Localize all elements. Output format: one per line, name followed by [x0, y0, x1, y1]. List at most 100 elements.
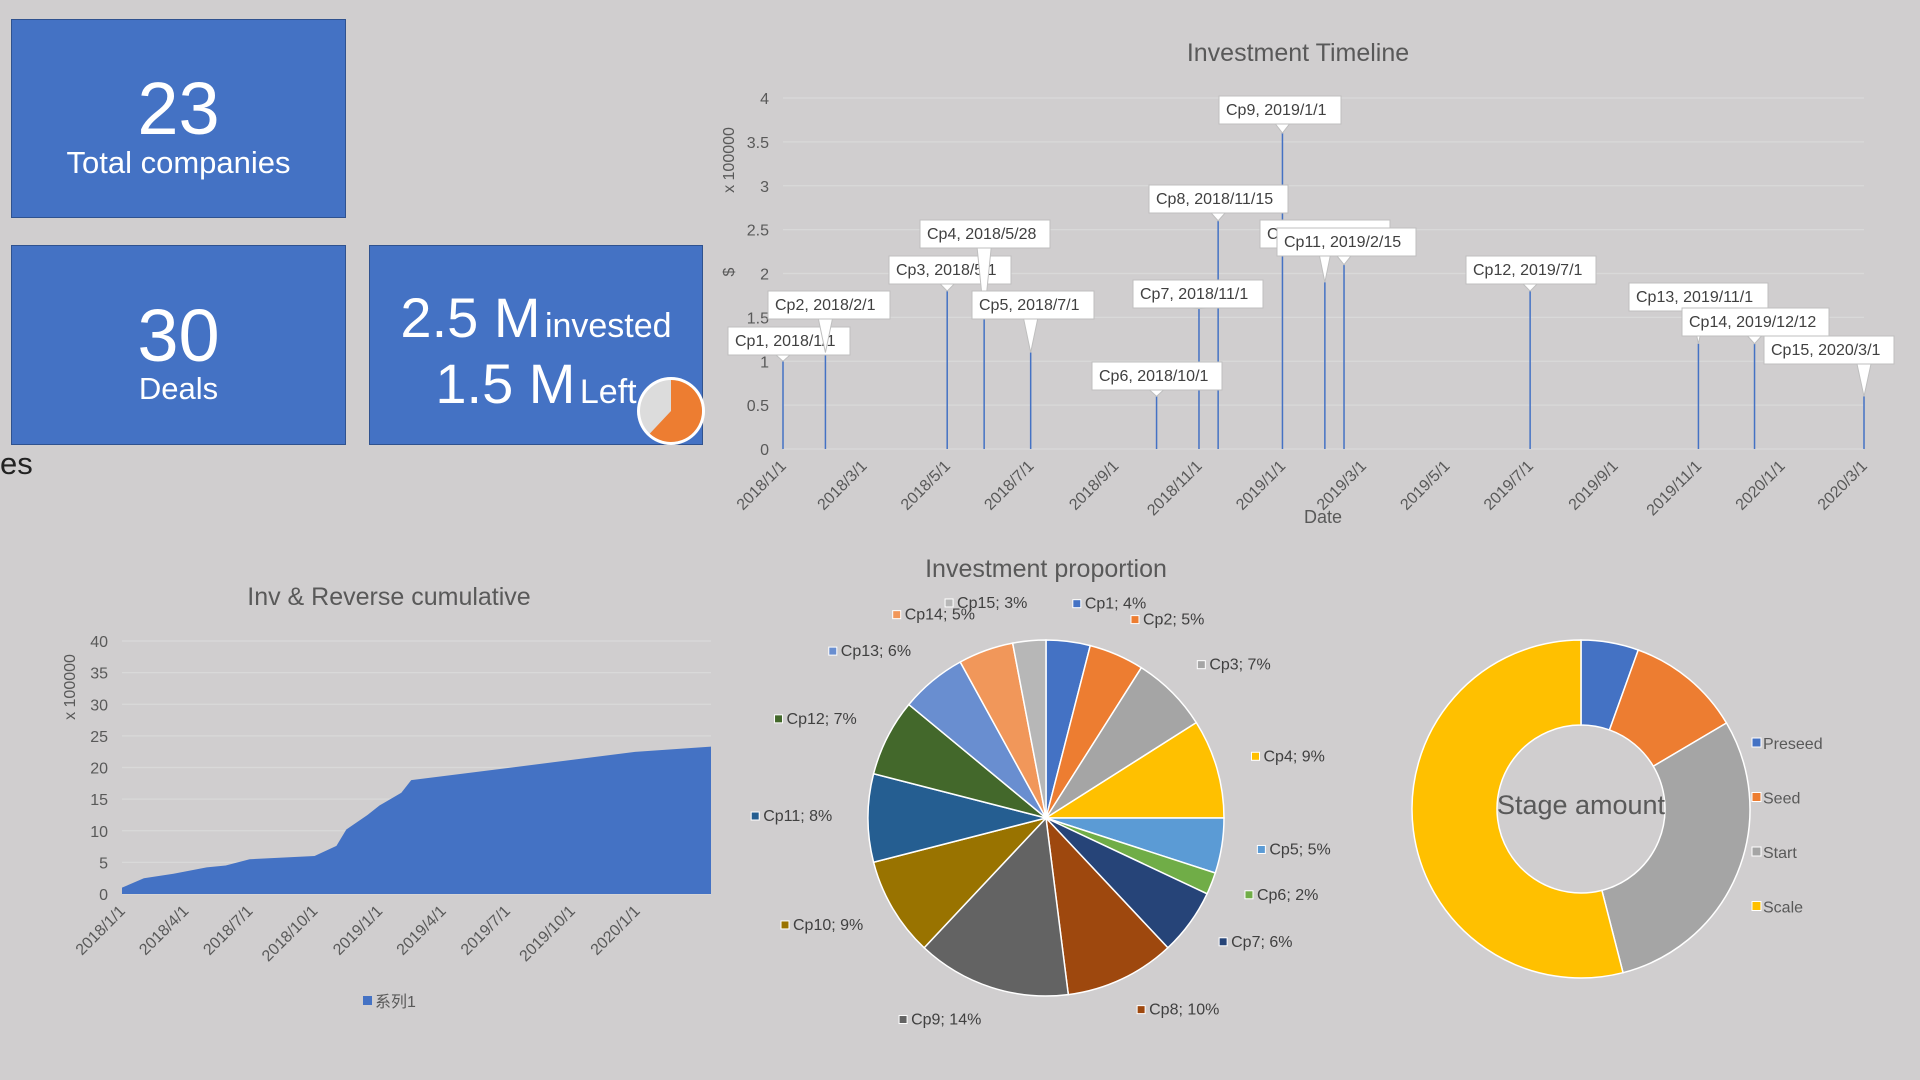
timeline-callout-pointer: [1148, 389, 1165, 398]
timeline-x-tick-label: 2018/5/1: [898, 458, 954, 514]
timeline-data-label: Cp6, 2018/10/1: [1099, 368, 1209, 385]
timeline-y-tick-label: 1: [760, 354, 769, 371]
stage-legend-swatch: [1751, 792, 1762, 802]
kpi-left-pie: [637, 377, 705, 445]
timeline-y-tick-label: 0.5: [747, 398, 769, 415]
timeline-y-tick-label: 0: [760, 442, 769, 459]
timeline-data-label: Cp7, 2018/11/1: [1140, 286, 1248, 303]
timeline-x-tick-label: 2018/3/1: [815, 458, 871, 514]
timeline-callout-box: [971, 290, 1095, 320]
timeline-callout-pointer: [774, 354, 792, 362]
left-line: 1.5 M Left: [370, 356, 702, 412]
timeline-data-label: Cp2, 2018/2/1: [775, 297, 876, 314]
timeline-callout-box: [919, 219, 1051, 249]
proportion-label-swatch: [774, 714, 784, 724]
timeline-data-label: Cp12, 2019/7/1: [1473, 262, 1583, 279]
timeline-callout-box: [1763, 335, 1895, 365]
proportion-data-label: Cp15; 3%: [957, 595, 1027, 612]
timeline-x-tick-label: 2019/3/1: [1314, 458, 1370, 514]
stage-legend-label: Preseed: [1763, 736, 1823, 753]
timeline-callout-box: [1628, 282, 1769, 312]
proportion-label-swatch: [892, 610, 902, 620]
timeline-data-label: Cp3, 2018/5/1: [896, 262, 997, 279]
cumulative-y-tick-label: 0: [99, 887, 108, 904]
timeline-callout-box: [1148, 184, 1289, 214]
deals-value: 30: [137, 294, 220, 377]
timeline-x-tick-label: 2019/7/1: [1481, 458, 1537, 514]
timeline-y-tick-label: 1.5: [747, 310, 769, 327]
total-companies-label: Total companies: [66, 145, 291, 180]
cumulative-x-tick-label: 2019/7/1: [458, 903, 514, 959]
timeline-callout-box: [1276, 227, 1417, 257]
timeline-x-tick-label: 2018/1/1: [734, 458, 790, 514]
cumulative-area: [122, 746, 711, 894]
proportion-slice: [1044, 815, 1169, 996]
timeline-x-tick-label: 2020/1/1: [1733, 458, 1789, 514]
timeline-y-tick-label: 2: [760, 267, 769, 284]
timeline-callout-pointer: [1274, 123, 1291, 134]
proportion-data-label: Cp10; 9%: [793, 917, 863, 934]
timeline-data-label: Cp9, 2019/1/1: [1226, 102, 1327, 119]
cumulative-y-tick-label: 35: [90, 666, 108, 683]
stage-legend-label: Seed: [1763, 791, 1800, 808]
proportion-data-label: Cp4; 9%: [1264, 748, 1325, 765]
proportion-label-swatch: [1256, 844, 1266, 854]
timeline-data-label: Cp1, 2018/1/1: [735, 333, 836, 350]
proportion-label-swatch: [1136, 1005, 1146, 1015]
timeline-y-tick-label: 4: [760, 91, 769, 108]
timeline-callout-pointer: [1521, 283, 1539, 292]
proportion-slice: [1011, 639, 1047, 819]
cumulative-y-unit: x 100000: [62, 654, 79, 720]
stage-legend-label: Scale: [1763, 900, 1803, 917]
proportion-label-swatch: [1218, 937, 1228, 947]
cumulative-title: Inv & Reverse cumulative: [247, 583, 530, 611]
cumulative-x-tick-label: 2019/1/1: [330, 903, 386, 959]
cumulative-x-tick-label: 2020/1/1: [588, 903, 644, 959]
proportion-label-swatch: [1251, 751, 1261, 761]
stage-legend-swatch: [1751, 901, 1762, 911]
timeline-x-tick-label: 2019/9/1: [1566, 458, 1622, 514]
investment-proportion-pie: Investment proportion Cp1; 4%Cp2; 5% Cp3; …: [750, 555, 1331, 1029]
proportion-data-label: Cp11; 8%: [763, 808, 832, 825]
cumulative-area-chart: Inv & Reverse cumulative 0 5 10 15 20 25 30 35 40…: [62, 583, 711, 1011]
proportion-label-swatch: [828, 646, 838, 656]
cumulative-legend-label: 系列1: [375, 993, 416, 1011]
stage-amount-doughnut: Stage amount Preseed Seed Start Scale: [1411, 639, 1823, 979]
proportion-data-label: Cp1; 4%: [1085, 596, 1146, 613]
timeline-callout-box: [1465, 255, 1597, 285]
cumulative-x-tick-label: 2019/4/1: [394, 903, 450, 959]
proportion-slice: [923, 816, 1070, 997]
invested-line: 2.5 M invested: [370, 290, 702, 346]
timeline-data-label: Cp13, 2019/11/1: [1636, 289, 1753, 306]
kpi-deals: 30 Deals: [11, 245, 346, 445]
proportion-data-label: Cp6; 2%: [1257, 887, 1318, 904]
proportion-data-label: Cp14; 5%: [905, 607, 975, 624]
stage-slice: [1600, 721, 1751, 974]
left-amount: 1.5 M: [435, 352, 576, 415]
timeline-x-tick-label: 2018/7/1: [981, 458, 1037, 514]
kpi-pie-left-slice: [649, 380, 702, 442]
proportion-label-swatch: [944, 598, 954, 608]
proportion-slice: [872, 816, 1049, 949]
cumulative-y-tick-label: 5: [99, 855, 108, 872]
proportion-data-label: Cp7; 6%: [1231, 934, 1292, 951]
investment-timeline-chart: Investment Timeline 0 0.5 1 1.5 2 2.5 3 3.5 4 x 10…: [721, 39, 1895, 527]
left-label: Left: [579, 373, 637, 411]
proportion-label-swatch: [1196, 660, 1206, 670]
timeline-x-tick-label: 2019/1/1: [1233, 458, 1289, 514]
proportion-data-label: Cp3; 7%: [1209, 657, 1270, 674]
cumulative-x-tick-label: 2018/1/1: [73, 903, 129, 959]
timeline-y-tick-label: 2.5: [747, 223, 769, 240]
timeline-y-axis-label: $: [721, 267, 738, 276]
truncated-text-fragment: es: [0, 446, 33, 481]
timeline-x-tick-label: 2019/11/1: [1644, 458, 1706, 520]
cumulative-y-tick-label: 20: [90, 761, 108, 778]
stage-legend-label: Start: [1763, 845, 1797, 862]
proportion-label-swatch: [1130, 615, 1140, 625]
total-companies-value: 23: [137, 67, 220, 150]
proportion-label-swatch: [898, 1015, 908, 1025]
timeline-x-tick-label: 2020/3/1: [1815, 458, 1871, 514]
proportion-label-swatch: [780, 920, 790, 930]
cumulative-y-tick-label: 10: [90, 824, 108, 841]
